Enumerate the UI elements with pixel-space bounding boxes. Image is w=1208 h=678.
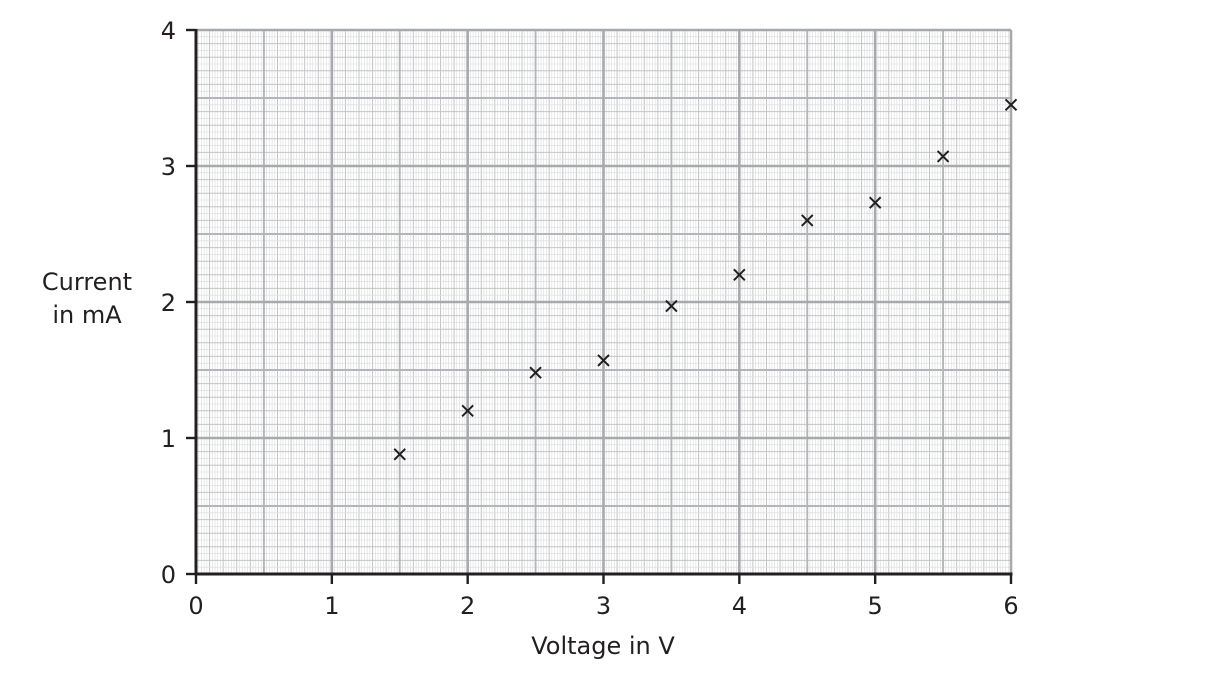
marker-stroke [393,448,406,461]
x-tick-label: 4 [732,592,747,620]
y-tick-label: 1 [161,425,176,453]
data-point-marker [597,354,610,367]
x-tick-label: 3 [596,592,611,620]
data-point-marker [393,448,406,461]
data-points [393,98,1018,461]
y-axis-ticks: 0 1 2 3 4 [161,17,196,589]
data-point-marker [461,404,474,418]
x-tick-label: 5 [868,592,883,620]
y-tick-label: 3 [161,153,176,181]
x-tick-label: 0 [188,592,203,620]
marker-stroke [733,268,746,282]
data-point-marker [868,196,882,209]
y-tick-label: 4 [161,17,176,45]
marker-stroke [868,196,882,209]
y-axis-title: Current in mA [20,266,154,332]
data-point-marker [1004,98,1018,112]
y-tick-label: 0 [161,561,176,589]
y-tick-label: 2 [161,289,176,317]
x-axis-ticks: 0 1 2 3 4 5 6 [188,574,1019,620]
x-tick-label: 1 [324,592,339,620]
data-point-marker [801,214,814,227]
marker-stroke [461,404,474,418]
data-point-marker [733,268,746,282]
marker-stroke [597,354,610,367]
x-tick-label: 6 [1003,592,1018,620]
y-axis-title-line-1: Current [41,268,133,296]
marker-stroke [1004,98,1018,112]
marker-stroke [936,150,950,163]
marker-stroke [801,214,814,227]
y-axis-title-line-2: in mA [52,301,122,329]
x-axis-title: Voltage in V [531,632,675,660]
x-tick-label: 2 [460,592,475,620]
data-point-marker [665,299,678,313]
marker-stroke [665,299,678,313]
data-point-marker [936,150,950,163]
marker-stroke [529,366,542,379]
data-point-marker [529,366,542,379]
